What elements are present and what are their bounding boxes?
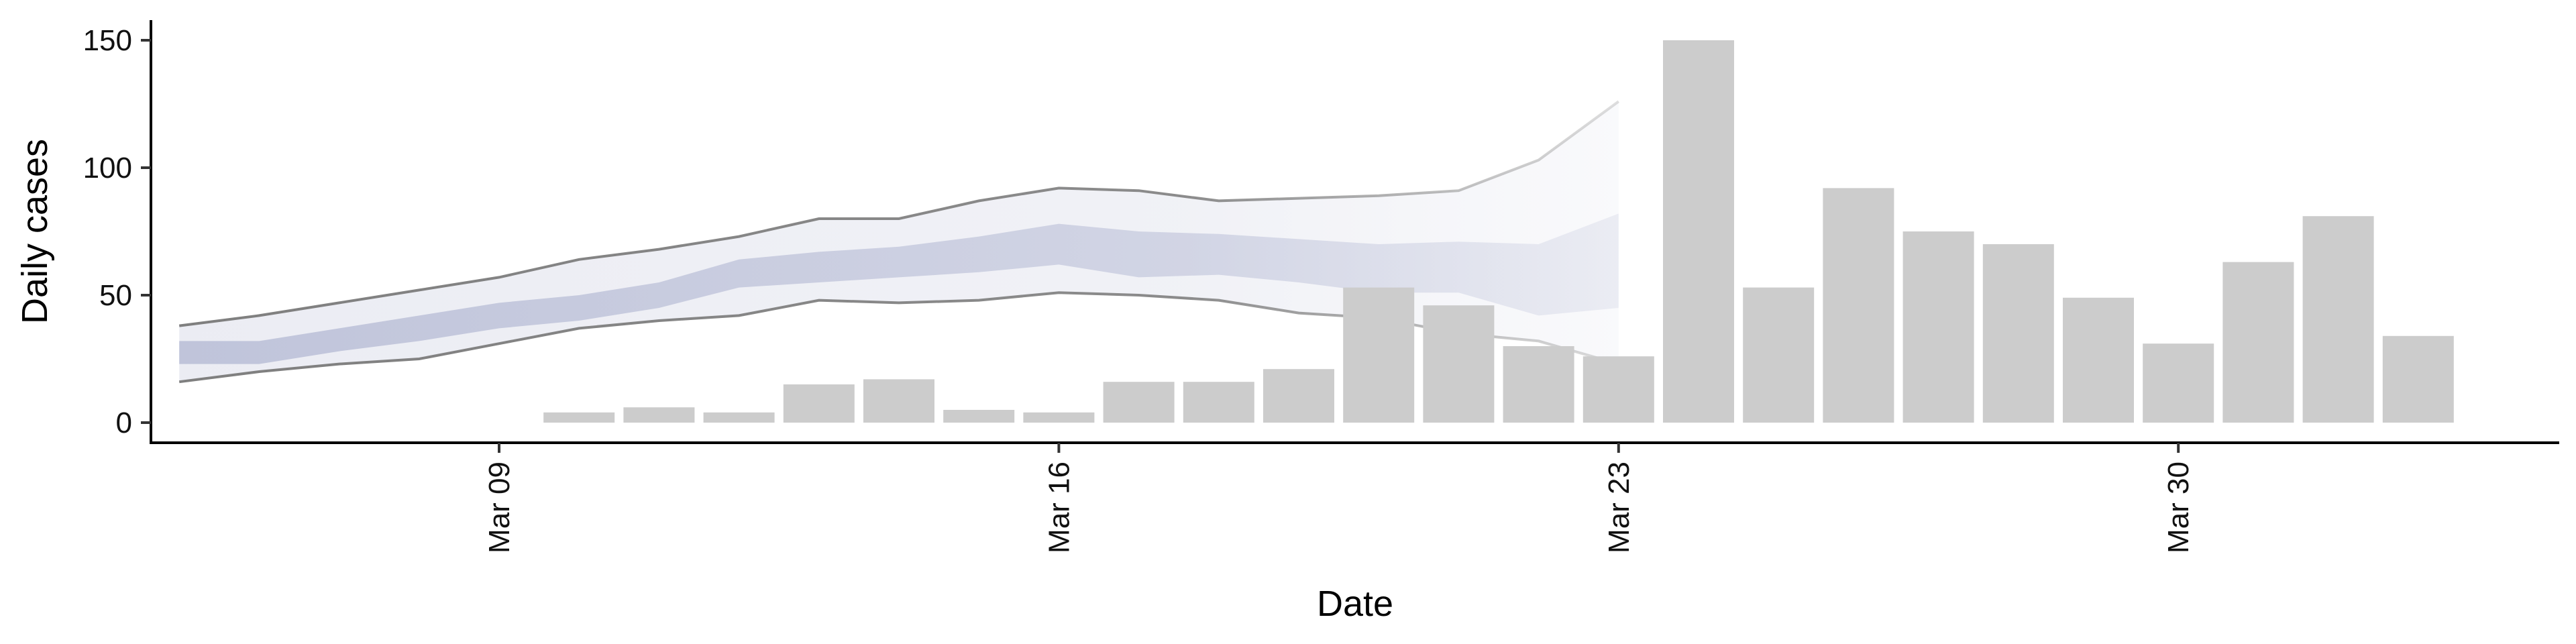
bar bbox=[783, 384, 855, 423]
y-tick-label: 0 bbox=[116, 407, 132, 439]
bars-group bbox=[543, 40, 2454, 423]
x-tick-label: Mar 23 bbox=[1603, 462, 1635, 553]
axes-group: 0 50 100 150 Mar 09 Mar 16 Mar 23 Mar 30 bbox=[83, 20, 2559, 553]
bar bbox=[863, 379, 934, 423]
bar bbox=[2222, 262, 2294, 423]
bar bbox=[1263, 369, 1334, 423]
bar bbox=[1503, 346, 1574, 423]
x-tick-label: Mar 09 bbox=[483, 462, 516, 553]
bar bbox=[623, 407, 695, 423]
bar bbox=[1823, 188, 1894, 423]
bar bbox=[1343, 287, 1415, 423]
bar bbox=[943, 410, 1015, 423]
bar bbox=[1582, 356, 1654, 423]
inner-interval-area bbox=[179, 213, 1619, 364]
bar bbox=[543, 412, 615, 423]
x-tick-label: Mar 30 bbox=[2162, 462, 2195, 553]
bar bbox=[2382, 335, 2454, 423]
bar bbox=[1663, 40, 1734, 423]
bar bbox=[1982, 244, 2054, 423]
y-tick-label: 100 bbox=[83, 152, 132, 184]
bar bbox=[1743, 287, 1815, 423]
bar bbox=[2143, 343, 2214, 423]
y-axis-title: Daily cases bbox=[15, 139, 55, 324]
bar bbox=[1023, 412, 1095, 423]
bar bbox=[1103, 382, 1175, 423]
upper-bound-line bbox=[178, 100, 1619, 327]
bar bbox=[2302, 216, 2374, 423]
bar bbox=[1423, 305, 1495, 423]
bar bbox=[703, 412, 775, 423]
x-axis-title: Date bbox=[1317, 584, 1393, 624]
x-tick-label: Mar 16 bbox=[1042, 462, 1075, 553]
bar bbox=[1183, 382, 1254, 423]
bar bbox=[1902, 231, 1974, 423]
y-tick-label: 50 bbox=[99, 279, 132, 312]
y-tick-label: 150 bbox=[83, 24, 132, 57]
bar bbox=[2063, 297, 2134, 423]
